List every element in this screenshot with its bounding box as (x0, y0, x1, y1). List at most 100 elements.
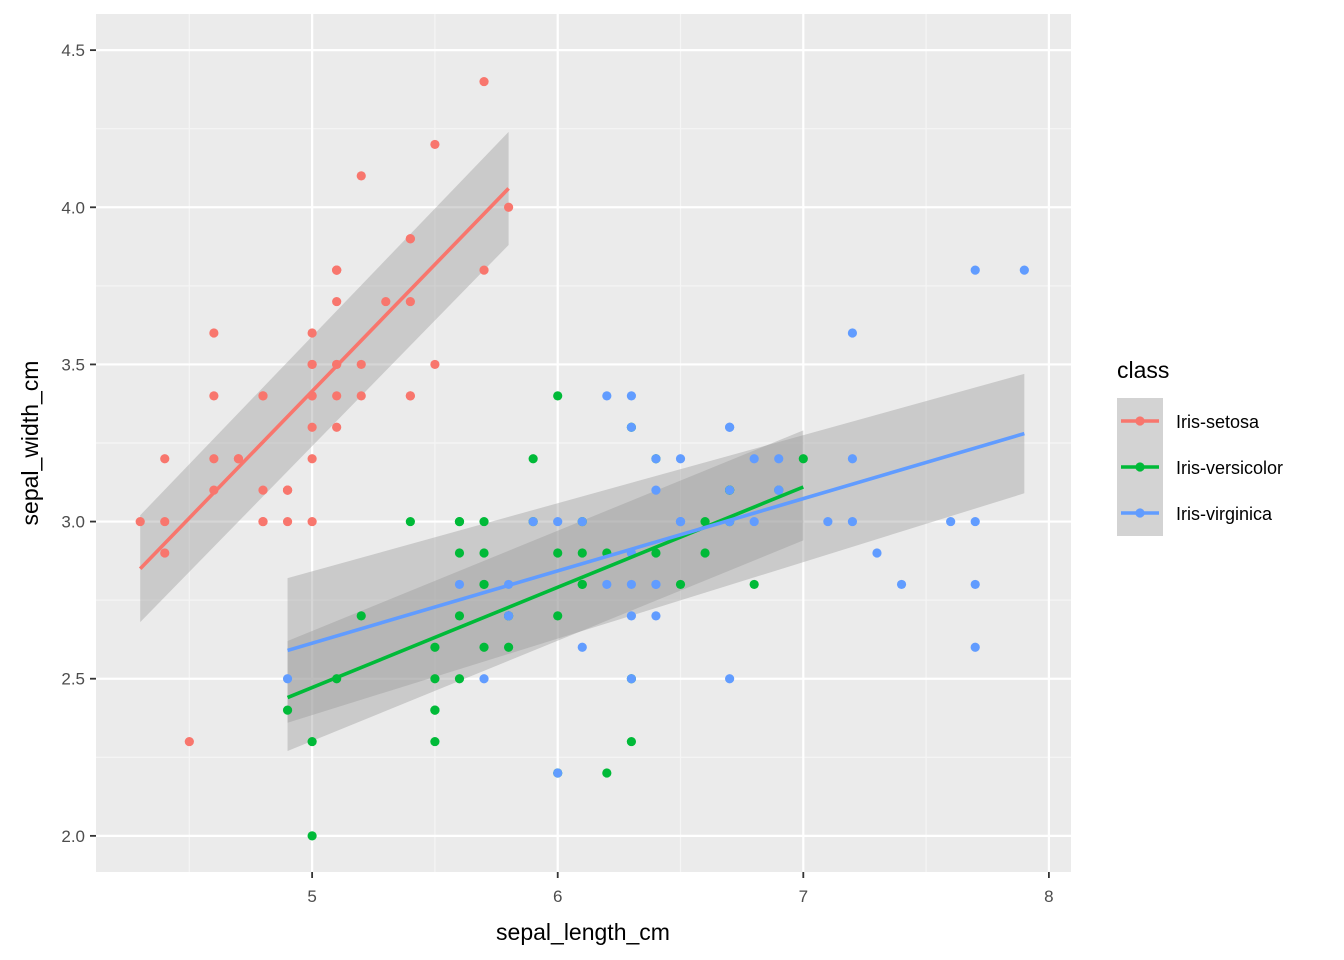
y-tick-label: 4.0 (61, 198, 85, 217)
data-point (405, 296, 415, 307)
data-point (209, 391, 219, 401)
data-point (503, 642, 514, 652)
legend: class Iris-setosa Iris-versicolor Iris-vir… (1117, 357, 1283, 536)
data-point (651, 579, 661, 590)
legend-label: Iris-setosa (1176, 412, 1260, 432)
data-point (307, 359, 317, 370)
data-point (725, 674, 735, 684)
data-point (258, 391, 268, 401)
data-point (749, 579, 759, 590)
data-point (479, 265, 489, 275)
legend-key-point (1135, 508, 1145, 518)
data-point (160, 454, 170, 464)
data-point (970, 265, 980, 275)
data-point (454, 548, 465, 558)
data-point (282, 485, 293, 495)
y-tick-label: 2.5 (61, 670, 85, 689)
data-point (307, 328, 317, 338)
data-point (602, 579, 612, 590)
data-point (847, 516, 858, 527)
data-point (405, 234, 415, 244)
legend-key-point (1135, 462, 1145, 472)
data-point (479, 76, 489, 87)
data-point (503, 611, 514, 621)
fit-line (138, 187, 510, 570)
data-point (823, 516, 833, 527)
data-point (307, 454, 317, 464)
x-axis-title: sepal_length_cm (496, 919, 670, 945)
fit-lines (138, 187, 1025, 700)
data-point (405, 391, 415, 401)
data-point (454, 611, 465, 621)
data-point (135, 516, 145, 527)
data-point (430, 642, 440, 652)
x-tick-label: 7 (799, 887, 808, 906)
data-point (430, 736, 440, 747)
data-point (258, 516, 268, 527)
data-point (528, 516, 538, 527)
data-point (479, 674, 489, 684)
data-point (528, 454, 538, 464)
data-point (774, 454, 784, 464)
data-point (356, 391, 366, 401)
data-point (160, 548, 170, 558)
data-point (847, 454, 858, 464)
data-point (479, 642, 489, 652)
data-point (332, 391, 342, 401)
data-point (651, 611, 661, 621)
data-point (675, 454, 686, 464)
data-point (577, 516, 587, 527)
data-point (454, 674, 465, 684)
data-point (847, 328, 858, 338)
data-point (332, 422, 342, 432)
data-point (209, 328, 219, 338)
data-point (479, 548, 489, 558)
grid-minor (96, 14, 1071, 872)
data-point (626, 422, 636, 432)
data-point (651, 454, 661, 464)
data-points (135, 76, 1029, 841)
data-point (184, 736, 194, 747)
data-point (577, 642, 587, 652)
data-point (479, 516, 489, 527)
data-point (675, 516, 686, 527)
data-point (970, 642, 980, 652)
y-tick-label: 3.5 (61, 355, 85, 374)
legend-label: Iris-versicolor (1176, 458, 1283, 478)
data-point (307, 516, 317, 527)
data-point (577, 579, 587, 590)
data-point (282, 705, 293, 715)
data-point (970, 516, 980, 527)
data-point (749, 516, 759, 527)
data-point (602, 391, 612, 401)
x-tick-label: 5 (307, 887, 316, 906)
data-point (626, 579, 636, 590)
data-point (307, 831, 317, 841)
data-point (356, 359, 366, 370)
data-point (970, 579, 980, 590)
data-point (405, 516, 415, 527)
data-point (332, 296, 342, 307)
data-point (553, 611, 563, 621)
data-point (700, 548, 710, 558)
data-point (553, 548, 563, 558)
data-point (553, 516, 563, 527)
y-tick-label: 2.0 (61, 827, 85, 846)
data-point (577, 548, 587, 558)
data-point (209, 454, 219, 464)
data-point (454, 516, 465, 527)
y-tick-label: 4.5 (61, 41, 85, 60)
data-point (675, 579, 686, 590)
data-point (307, 422, 317, 432)
data-point (946, 516, 956, 527)
data-point (356, 171, 366, 181)
data-point (430, 139, 440, 150)
data-point (725, 422, 735, 432)
data-point (381, 296, 391, 307)
data-point (430, 359, 440, 370)
data-point (160, 516, 170, 527)
data-point (553, 768, 563, 778)
data-point (282, 516, 293, 527)
data-point (1019, 265, 1029, 275)
